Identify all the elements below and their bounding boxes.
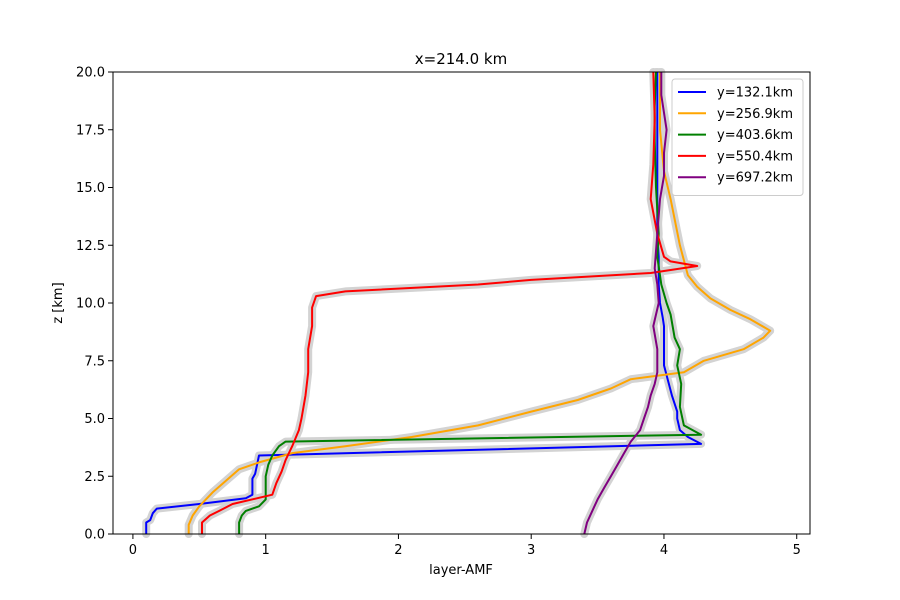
y-tick-label: 15.0 (76, 181, 105, 196)
x-tick-label: 5 (793, 543, 801, 558)
y-tick-label: 17.5 (76, 123, 105, 138)
y-axis-label: z [km] (51, 282, 66, 323)
y-axis-ticks: 0.0 2.5 5.0 7.5 10.0 12.5 15.0 17.5 20.0 (76, 66, 113, 543)
y-tick-label: 7.5 (84, 354, 105, 369)
series-line-3 (238, 71, 703, 534)
legend-box (671, 78, 804, 196)
legend-label-1: y=132.1km (717, 86, 793, 101)
legend: y=132.1km y=256.9km y=403.6km y=550.4km y=69… (671, 78, 804, 196)
x-tick-label: 2 (394, 543, 402, 558)
legend-label-5: y=697.2km (717, 171, 793, 186)
y-tick-label: 0.0 (84, 528, 105, 543)
series-line-5 (583, 72, 668, 535)
chart-title: x=214.0 km (415, 50, 507, 68)
series-line-4 (201, 71, 699, 534)
x-axis-ticks: 0 1 2 3 4 5 (129, 534, 801, 558)
y-tick-label: 20.0 (76, 66, 105, 81)
y-tick-label: 2.5 (84, 470, 105, 485)
x-tick-label: 3 (527, 543, 535, 558)
y-tick-label: 10.0 (76, 297, 105, 312)
x-axis-label: layer-AMF (429, 563, 493, 578)
y-tick-label: 12.5 (76, 239, 105, 254)
legend-label-3: y=403.6km (717, 128, 793, 143)
series-line-2 (187, 72, 772, 534)
y-tick-label: 5.0 (84, 412, 105, 427)
x-tick-label: 1 (262, 543, 270, 558)
uncertainty-band-4 (198, 68, 702, 538)
series-lines (145, 71, 772, 535)
legend-label-2: y=256.9km (717, 107, 793, 122)
legend-label-4: y=550.4km (717, 149, 793, 164)
x-tick-label: 4 (660, 543, 668, 558)
uncertainty-band-3 (235, 68, 706, 538)
x-tick-label: 0 (129, 543, 137, 558)
